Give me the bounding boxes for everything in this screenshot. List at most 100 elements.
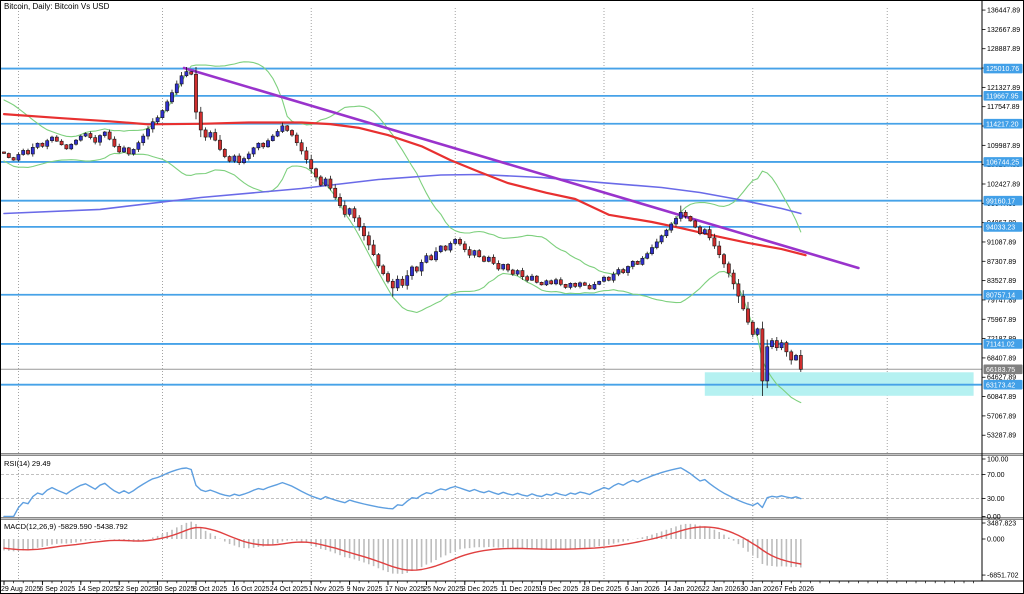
candle-bear (746, 308, 750, 323)
candle-bull (659, 235, 664, 243)
candle-bear (338, 197, 342, 206)
support-resistance-lines (1, 67, 982, 386)
candle-bull (674, 218, 678, 225)
candle-bull (654, 241, 659, 248)
candle-bear (443, 245, 448, 251)
candle-bull (74, 139, 78, 145)
candle-bull (755, 328, 760, 335)
candle-bull (150, 121, 155, 130)
candle-bull (664, 229, 669, 237)
candle-bear (352, 208, 357, 219)
month-separators (17, 8, 888, 581)
descending-trendline[interactable] (182, 66, 860, 270)
candle-bull (30, 147, 35, 155)
candle-bull (501, 264, 506, 270)
candle-bull (702, 229, 707, 235)
candle-bear (218, 139, 222, 150)
candle-bull (165, 101, 170, 111)
candle-bear (414, 266, 419, 272)
candle-bear (496, 263, 501, 270)
candle-bull (275, 131, 280, 137)
axis-label: 63173.42 (986, 382, 1015, 389)
axis-label: 16 Oct 2025 (231, 586, 269, 593)
candle-bull (266, 140, 270, 148)
price-level-badge (983, 222, 1023, 232)
axis-label: 79747.89 (987, 297, 1016, 304)
axis-label: 30.00 (987, 496, 1005, 503)
candle-bull (69, 143, 74, 150)
candle-bear (117, 146, 122, 153)
axis-label: 119667.95 (986, 93, 1019, 100)
axis-label: 22 Jan 2026 (702, 586, 741, 593)
candle-bull (438, 245, 443, 252)
candle-bull (597, 280, 602, 285)
current-price-badge (983, 364, 1023, 375)
candle-bull (347, 208, 352, 215)
candle-bear (290, 130, 294, 136)
candle-bear (741, 295, 746, 310)
candle-bear (126, 147, 131, 155)
candle-bull (179, 75, 184, 85)
axis-label: 1 Nov 2025 (308, 586, 344, 593)
candle-bear (54, 136, 59, 142)
candle-bear (429, 255, 434, 261)
candle-bull (578, 282, 582, 287)
candle-bull (256, 142, 261, 149)
candle-bull (419, 262, 424, 272)
candle-bear (40, 142, 45, 147)
axis-label: 25 Nov 2025 (423, 586, 463, 593)
candle-bull (616, 269, 621, 275)
candle-bear (194, 73, 198, 113)
candle-bear (64, 144, 69, 150)
candle-bear (458, 239, 462, 245)
candle-bear (477, 250, 482, 258)
candle-bear (314, 168, 318, 178)
price-level-badge (983, 118, 1023, 129)
candle-bear (333, 187, 338, 198)
candle-bear (774, 340, 779, 349)
price-level-badge (983, 63, 1023, 74)
candle-bear (93, 137, 98, 143)
candle-bear (227, 156, 232, 162)
axis-label: 114217.20 (986, 121, 1019, 128)
candle-bear (2, 151, 6, 154)
candle-bear (510, 269, 515, 275)
candle-bull (98, 135, 102, 143)
candle-bear (606, 276, 611, 281)
candle-bear (11, 157, 16, 161)
rsi-indicator-label: RSI(14) 29.49 (4, 459, 51, 468)
candle-bull (146, 128, 150, 137)
macd-indicator-label: MACD(12,26,9) -5829.590 -5438.792 (4, 522, 128, 531)
axis-label: 53287.89 (987, 433, 1016, 440)
candle-bull (779, 342, 784, 349)
candle-bear (563, 284, 568, 288)
axis-label: 14 Jan 2026 (663, 586, 702, 593)
axis-label: 102427.89 (987, 181, 1020, 188)
candle-bear (707, 229, 712, 239)
candle-bull (83, 133, 88, 137)
candle-bear (107, 131, 112, 140)
time-axis[interactable] (0, 580, 1024, 594)
axis-label: 28 Dec 2025 (582, 586, 622, 593)
candle-bull (544, 280, 549, 286)
candle-bull (160, 110, 165, 118)
candle-bear (299, 142, 304, 152)
price-level-badge (983, 379, 1023, 390)
price-axis[interactable] (982, 0, 1024, 580)
axis-label: -6851.702 (987, 573, 1019, 580)
axis-label: 80757.14 (986, 292, 1015, 299)
candle-bear (798, 355, 803, 370)
candle-bear (309, 159, 314, 170)
candle-bull (78, 135, 83, 141)
axis-label: 3487.823 (987, 521, 1016, 528)
candle-bear (635, 261, 640, 265)
candle-bear (717, 245, 722, 255)
candle-bull (640, 257, 645, 265)
candle-bull (602, 276, 606, 282)
candle-bull (174, 83, 179, 93)
candle-bull (765, 346, 770, 382)
candle-bull (453, 239, 458, 244)
